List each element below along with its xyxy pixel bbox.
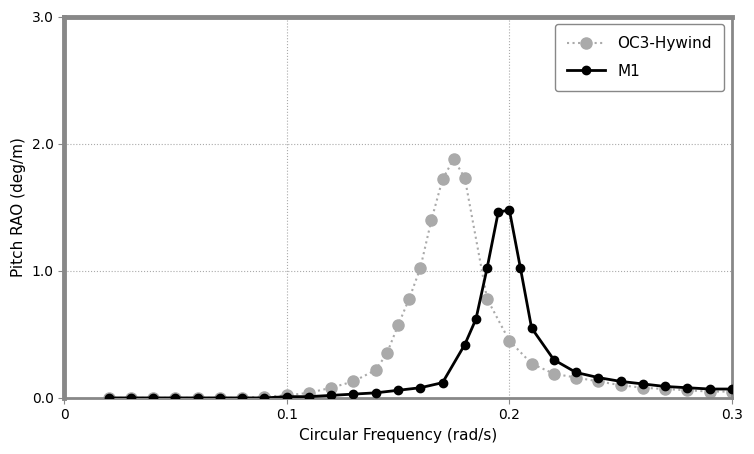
M1	[438, 380, 447, 385]
M1	[705, 386, 714, 392]
OC3-Hywind	[104, 395, 113, 400]
OC3-Hywind	[527, 361, 536, 366]
OC3-Hywind	[394, 323, 403, 328]
OC3-Hywind	[171, 395, 180, 400]
Line: M1: M1	[105, 206, 736, 402]
OC3-Hywind	[427, 217, 436, 223]
M1	[149, 395, 158, 400]
M1	[594, 375, 603, 380]
M1	[550, 357, 559, 362]
M1	[193, 395, 202, 400]
OC3-Hywind	[371, 367, 380, 373]
M1	[483, 266, 492, 271]
OC3-Hywind	[460, 175, 469, 181]
M1	[282, 394, 291, 400]
M1	[349, 391, 358, 397]
X-axis label: Circular Frequency (rad/s): Circular Frequency (rad/s)	[299, 428, 497, 443]
M1	[683, 385, 692, 390]
OC3-Hywind	[639, 385, 648, 390]
OC3-Hywind	[305, 390, 314, 395]
M1	[260, 395, 269, 400]
M1	[616, 379, 625, 384]
OC3-Hywind	[616, 382, 625, 388]
M1	[639, 381, 648, 387]
OC3-Hywind	[282, 393, 291, 398]
OC3-Hywind	[216, 395, 225, 400]
OC3-Hywind	[260, 394, 269, 400]
OC3-Hywind	[382, 350, 391, 356]
M1	[572, 370, 581, 375]
OC3-Hywind	[149, 395, 158, 400]
M1	[127, 395, 136, 400]
M1	[728, 386, 737, 392]
M1	[326, 393, 336, 398]
OC3-Hywind	[238, 395, 247, 400]
Line: OC3-Hywind: OC3-Hywind	[103, 153, 737, 404]
OC3-Hywind	[728, 389, 737, 394]
M1	[516, 266, 525, 271]
Legend: OC3-Hywind, M1: OC3-Hywind, M1	[555, 24, 725, 91]
OC3-Hywind	[550, 371, 559, 376]
M1	[394, 388, 403, 393]
OC3-Hywind	[415, 266, 425, 271]
M1	[371, 390, 380, 395]
OC3-Hywind	[349, 379, 358, 384]
M1	[494, 210, 503, 215]
OC3-Hywind	[572, 375, 581, 380]
Y-axis label: Pitch RAO (deg/m): Pitch RAO (deg/m)	[11, 137, 26, 277]
M1	[460, 342, 469, 347]
OC3-Hywind	[193, 395, 202, 400]
M1	[505, 207, 514, 212]
M1	[305, 394, 314, 400]
OC3-Hywind	[326, 385, 336, 390]
M1	[527, 325, 536, 331]
M1	[471, 316, 480, 322]
OC3-Hywind	[449, 156, 458, 162]
OC3-Hywind	[505, 338, 514, 343]
OC3-Hywind	[661, 386, 670, 392]
OC3-Hywind	[127, 395, 136, 400]
M1	[171, 395, 180, 400]
M1	[415, 385, 425, 390]
OC3-Hywind	[405, 296, 414, 301]
OC3-Hywind	[483, 296, 492, 301]
M1	[661, 384, 670, 389]
M1	[216, 395, 225, 400]
OC3-Hywind	[594, 379, 603, 384]
OC3-Hywind	[438, 177, 447, 182]
M1	[238, 395, 247, 400]
OC3-Hywind	[683, 388, 692, 393]
OC3-Hywind	[705, 389, 714, 394]
M1	[104, 395, 113, 400]
